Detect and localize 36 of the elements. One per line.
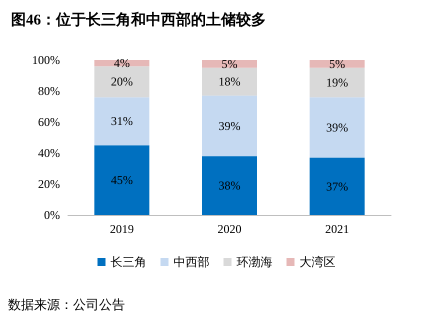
data-label: 20% — [110, 74, 133, 89]
data-label: 18% — [218, 74, 240, 89]
source-note: 数据来源：公司公告 — [8, 297, 125, 312]
bar — [310, 158, 365, 215]
x-tick-label: 2021 — [325, 222, 350, 236]
x-tick-label: 2020 — [218, 222, 242, 236]
legend-label: 环渤海 — [236, 255, 272, 269]
bar — [94, 97, 150, 146]
data-label: 19% — [326, 75, 348, 90]
x-tick-label: 2019 — [110, 222, 134, 236]
bar — [310, 68, 365, 98]
legend-label: 中西部 — [174, 255, 210, 269]
bar — [202, 156, 257, 215]
bar — [202, 96, 257, 156]
y-tick-label: 40% — [38, 146, 60, 160]
y-tick-label: 100% — [32, 53, 60, 67]
data-label: 31% — [110, 114, 133, 128]
data-label: 5% — [329, 56, 346, 71]
y-tick-label: 80% — [38, 84, 60, 98]
legend-label: 长三角 — [110, 255, 146, 269]
bar — [202, 68, 257, 96]
data-label: 39% — [218, 118, 240, 133]
legend-label: 大湾区 — [300, 255, 336, 269]
bar — [94, 145, 150, 215]
y-tick-label: 20% — [38, 177, 60, 191]
data-label: 45% — [110, 173, 133, 188]
bar — [310, 97, 365, 158]
data-label: 37% — [326, 179, 348, 194]
data-label: 38% — [218, 178, 240, 193]
chart-title: 图46：位于长三角和中西部的土储较多 — [11, 10, 266, 28]
y-tick-label: 60% — [38, 115, 60, 129]
data-label: 39% — [326, 120, 348, 134]
data-label: 4% — [114, 56, 130, 70]
y-tick-label: 0% — [44, 208, 60, 222]
data-label: 5% — [222, 56, 238, 71]
bar — [94, 66, 150, 98]
